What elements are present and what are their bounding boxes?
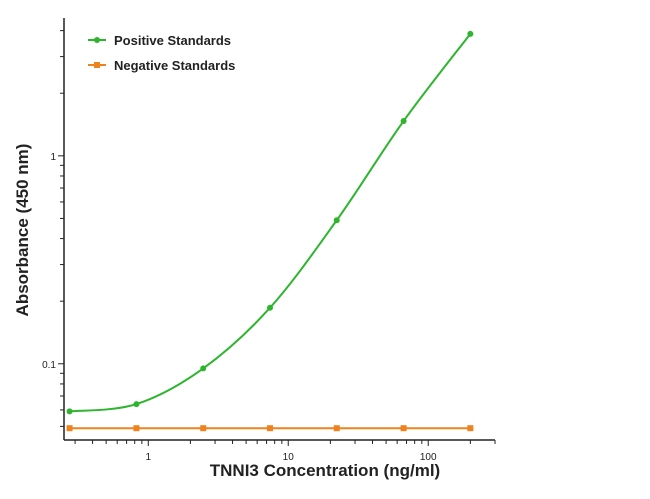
legend-label: Negative Standards <box>114 58 235 73</box>
data-point <box>467 425 474 432</box>
data-point <box>133 425 140 432</box>
legend: Positive Standards Negative Standards <box>88 33 235 73</box>
data-point <box>400 425 407 432</box>
data-point <box>133 401 140 408</box>
x-tick-label: 100 <box>420 452 437 463</box>
y-tick-label: 0.1 <box>42 360 56 371</box>
data-point <box>400 118 407 125</box>
data-point <box>200 425 207 432</box>
data-point <box>66 425 73 432</box>
data-point <box>333 425 340 432</box>
x-tick-label: 1 <box>145 452 151 463</box>
x-tick-label: 10 <box>283 452 295 463</box>
data-point <box>200 365 207 372</box>
data-point <box>267 425 274 432</box>
data-point <box>267 304 274 311</box>
data-point <box>66 408 73 415</box>
data-point <box>467 30 474 37</box>
x-axis-label: TNNI3 Concentration (ng/ml) <box>210 461 440 480</box>
legend-label: Positive Standards <box>114 33 231 48</box>
y-tick-label: 1 <box>50 152 56 163</box>
axes: 1 10 100 0.1 1 <box>42 18 496 463</box>
series-line-0 <box>69 33 472 413</box>
legend-marker <box>94 37 100 43</box>
series-layer <box>66 30 474 432</box>
legend-marker <box>94 62 100 68</box>
y-axis-label: Absorbance (450 nm) <box>13 144 32 317</box>
data-point <box>333 217 340 224</box>
